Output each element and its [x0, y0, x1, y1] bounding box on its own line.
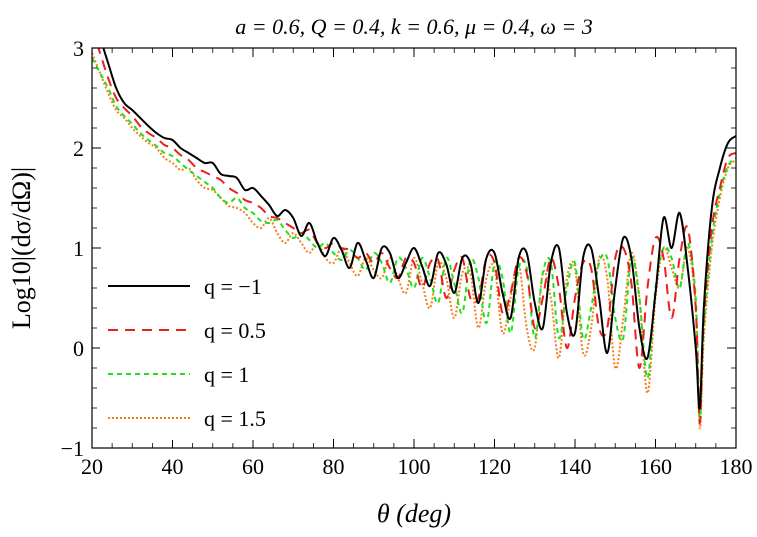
y-axis: 3 2 1 0 −1 — [61, 36, 736, 461]
legend-label: q = 0.5 — [204, 318, 266, 343]
x-tick-label: 20 — [81, 454, 103, 479]
x-axis-title: θ (deg) — [377, 499, 451, 528]
y-tick-label: 1 — [73, 236, 84, 261]
plot-area: 20 40 60 80 100 120 140 160 180 3 2 1 0 −1 — [61, 36, 753, 479]
x-tick-label: 100 — [398, 454, 431, 479]
y-tick-label: 3 — [73, 36, 84, 61]
legend: q = −1 q = 0.5 q = 1 q = 1.5 — [100, 262, 300, 440]
x-tick-label: 180 — [720, 454, 753, 479]
x-tick-label: 160 — [639, 454, 672, 479]
legend-background — [100, 262, 300, 440]
y-tick-label: −1 — [61, 436, 84, 461]
series-line-0 — [102, 48, 736, 410]
x-tick-label: 120 — [478, 454, 511, 479]
x-tick-label: 40 — [162, 454, 184, 479]
y-tick-label: 0 — [73, 336, 84, 361]
series-layer — [92, 48, 736, 430]
legend-label: q = −1 — [204, 274, 262, 299]
x-tick-label: 80 — [323, 454, 345, 479]
x-tick-label: 60 — [242, 454, 264, 479]
series-line-3 — [92, 52, 736, 430]
series-line-1 — [97, 48, 736, 425]
y-tick-label: 2 — [73, 136, 84, 161]
legend-label: q = 1.5 — [204, 406, 266, 431]
legend-label: q = 1 — [204, 362, 249, 387]
y-axis-title: Log10|(dσ/dΩ)| — [7, 167, 36, 329]
chart-title: a = 0.6, Q = 0.4, k = 0.6, μ = 0.4, ω = … — [235, 14, 592, 39]
x-tick-label: 140 — [559, 454, 592, 479]
x-axis: 20 40 60 80 100 120 140 160 180 — [81, 48, 753, 479]
